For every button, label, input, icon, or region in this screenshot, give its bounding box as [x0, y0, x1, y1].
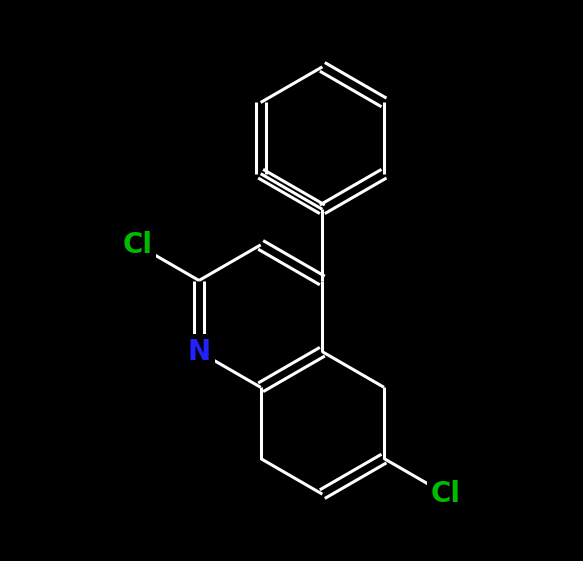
- Text: Cl: Cl: [122, 231, 152, 259]
- Text: N: N: [188, 338, 210, 366]
- Text: Cl: Cl: [431, 480, 461, 508]
